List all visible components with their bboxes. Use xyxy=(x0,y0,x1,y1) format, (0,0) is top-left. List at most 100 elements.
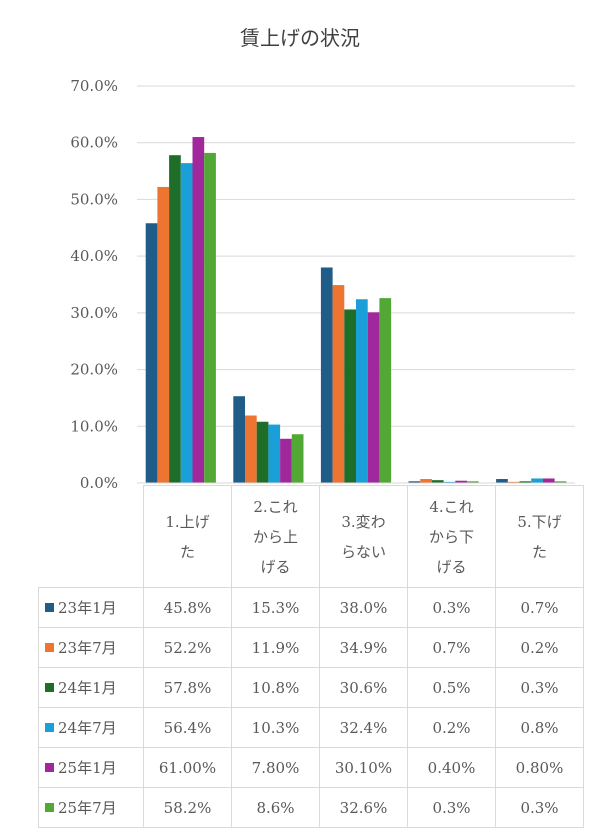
y-tick-label: 10.0% xyxy=(70,417,118,435)
bar-3-23年1月 xyxy=(320,267,333,483)
bar-4-25年7月 xyxy=(467,481,479,483)
x-tick-label-line: た xyxy=(531,542,547,561)
x-tick-label-line: た xyxy=(179,542,195,561)
data-label: 32.4% xyxy=(319,707,408,748)
x-tick-label-line: 5.下げ xyxy=(517,512,562,531)
data-label: 0.2% xyxy=(407,707,496,748)
bar-5-24年1月 xyxy=(519,481,532,483)
bar-1-24年1月 xyxy=(169,155,181,484)
legend-swatch xyxy=(45,603,54,612)
bar-5-25年7月 xyxy=(554,481,567,483)
bar-4-24年7月 xyxy=(443,481,456,483)
bar-2-25年7月 xyxy=(291,434,304,483)
data-label: 61.00% xyxy=(143,747,232,788)
data-label: 30.6% xyxy=(319,667,408,708)
bar-4-23年7月 xyxy=(420,479,432,483)
table-corner xyxy=(39,486,144,588)
bar-2-24年1月 xyxy=(256,421,269,483)
bar-1-23年1月 xyxy=(145,223,158,483)
data-label: 45.8% xyxy=(143,587,232,628)
data-label: 57.8% xyxy=(143,667,232,708)
data-label: 0.3% xyxy=(495,667,584,708)
x-tick-label-line: 1.上げ xyxy=(165,512,210,531)
x-tick-label: 4.これ から下 げる xyxy=(407,485,496,588)
data-label: 30.10% xyxy=(319,747,408,788)
table-row: 23年7月 52.2% 11.9% 34.9% 0.7% 0.2% xyxy=(38,627,584,668)
legend-entry: 24年1月 xyxy=(38,667,144,708)
table-row: 23年1月 45.8% 15.3% 38.0% 0.3% 0.7% xyxy=(38,587,584,628)
bar-2-24年7月 xyxy=(268,424,281,483)
legend-swatch xyxy=(45,723,54,732)
table-row: 25年1月 61.00% 7.80% 30.10% 0.40% 0.80% xyxy=(38,747,584,788)
data-label: 11.9% xyxy=(231,627,320,668)
data-label: 32.6% xyxy=(319,787,408,828)
legend-label: 25年7月 xyxy=(58,799,117,817)
data-label: 0.5% xyxy=(407,667,496,708)
x-tick-label-line: から上 xyxy=(252,527,298,546)
data-label: 0.2% xyxy=(495,627,584,668)
data-label: 15.3% xyxy=(231,587,320,628)
data-label: 56.4% xyxy=(143,707,232,748)
data-label: 0.7% xyxy=(407,627,496,668)
x-tick-label: 2.これから上げる xyxy=(231,485,320,588)
x-tick-label-line: 3.変わ xyxy=(341,512,386,531)
data-label: 0.3% xyxy=(407,587,496,628)
legend-entry: 23年7月 xyxy=(38,627,144,668)
bar-2-23年7月 xyxy=(245,415,257,483)
data-label: 0.8% xyxy=(495,707,584,748)
bar-4-24年1月 xyxy=(431,480,444,483)
legend-swatch xyxy=(45,803,54,812)
y-tick-label: 60.0% xyxy=(70,134,118,152)
data-label: 0.3% xyxy=(407,787,496,828)
data-label: 10.3% xyxy=(231,707,320,748)
x-tick-label: 1.上げた xyxy=(143,485,232,588)
legend-swatch xyxy=(45,763,54,772)
bar-1-25年7月 xyxy=(204,152,216,483)
table-row: 25年7月 58.2% 8.6% 32.6% 0.3% 0.3% xyxy=(38,787,584,828)
y-tick-label: 40.0% xyxy=(70,247,118,265)
bar-4-23年1月 xyxy=(408,481,421,483)
data-label: 7.80% xyxy=(231,747,320,788)
data-label: 38.0% xyxy=(319,587,408,628)
x-tick-label-line: から下 xyxy=(428,527,474,546)
bar-4-25年1月 xyxy=(455,480,467,483)
bar-3-23年7月 xyxy=(332,285,345,483)
data-label: 58.2% xyxy=(143,787,232,828)
chart-title: 賃上げの状況 xyxy=(240,26,360,50)
x-tick-label-line: げる xyxy=(260,557,291,576)
bar-1-24年7月 xyxy=(180,163,193,484)
legend-entry: 23年1月 xyxy=(38,587,144,628)
data-label: 34.9% xyxy=(319,627,408,668)
bar-3-25年7月 xyxy=(379,298,392,483)
legend-label: 23年1月 xyxy=(58,599,117,617)
table-row: 24年1月 57.8% 10.8% 30.6% 0.5% 0.3% xyxy=(38,667,584,708)
bar-2-23年1月 xyxy=(233,396,245,483)
y-tick-label: 20.0% xyxy=(70,361,118,379)
data-label: 0.3% xyxy=(495,787,584,828)
y-tick-label: 30.0% xyxy=(70,304,118,322)
legend-label: 25年1月 xyxy=(58,759,117,777)
x-tick-label: 3.変わ らない xyxy=(319,485,408,588)
legend-swatch xyxy=(45,683,54,692)
data-label: 0.7% xyxy=(495,587,584,628)
bar-2-25年1月 xyxy=(280,438,292,483)
legend-label: 23年7月 xyxy=(58,639,117,657)
legend-swatch xyxy=(45,643,54,652)
x-tick-label-line: 2.これ xyxy=(253,497,298,516)
bar-5-23年1月 xyxy=(496,479,508,483)
bar-5-24年7月 xyxy=(531,478,543,483)
data-label: 8.6% xyxy=(231,787,320,828)
x-tick-label: 5.下げた xyxy=(495,485,584,588)
legend-entry: 24年7月 xyxy=(38,707,144,748)
y-tick-label: 0.0% xyxy=(80,474,118,492)
data-label: 10.8% xyxy=(231,667,320,708)
bar-5-25年1月 xyxy=(542,478,555,483)
bar-1-25年1月 xyxy=(192,137,205,484)
data-table: 1.上げた 2.これ から上 げる 3.変わ らない 4.これ から下 げる 5.下げた 23年1月… xyxy=(38,485,584,828)
bar-chart-plot: 0.0% 10.0% 20.0% 30.0% 40.0% 50.0% 60.0% 70.0% xyxy=(70,77,575,492)
bar-3-24年1月 xyxy=(344,309,356,483)
legend-label: 24年1月 xyxy=(58,679,117,697)
bar-3-24年7月 xyxy=(356,299,368,483)
x-tick-label-line: 4.これ xyxy=(429,497,474,516)
